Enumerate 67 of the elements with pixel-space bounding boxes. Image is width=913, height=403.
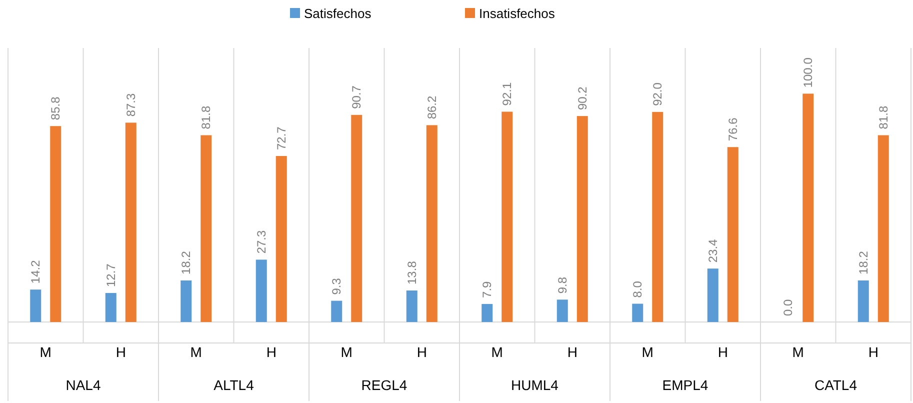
data-label: 92.1 (500, 82, 514, 106)
text: HUML4 (511, 377, 559, 393)
bar (802, 94, 814, 322)
bar (30, 290, 42, 322)
bar (351, 114, 362, 322)
bar (858, 280, 869, 322)
text: ALTL4 (214, 377, 254, 393)
x-tick-label: H (567, 344, 578, 360)
bar (652, 112, 664, 322)
data-label: 14.2 (28, 260, 43, 284)
bar (482, 304, 493, 322)
bar (50, 126, 62, 322)
text: REGL4 (361, 377, 408, 393)
bar (406, 290, 418, 322)
x-tick-label: M (642, 344, 654, 360)
bar (256, 260, 267, 322)
data-label: 81.8 (199, 106, 214, 130)
data-label: 18.2 (856, 250, 870, 274)
bar (105, 293, 116, 322)
bar (331, 300, 342, 322)
x-tick-label: M (190, 344, 202, 360)
data-label: 18.2 (179, 250, 194, 274)
bar (576, 116, 588, 322)
legend-label: Satisfechos (304, 6, 372, 21)
data-label: 86.2 (424, 95, 439, 120)
x-tick-label: M (340, 344, 352, 360)
text: NAL4 (66, 377, 101, 393)
data-label: 92.0 (650, 82, 665, 106)
data-label: 13.8 (404, 260, 419, 284)
bar (556, 300, 568, 322)
data-label: 7.9 (480, 280, 494, 298)
bar (125, 122, 136, 322)
data-label: 9.8 (555, 276, 570, 294)
data-label: 90.7 (350, 85, 364, 109)
bar (426, 125, 438, 322)
bar (632, 304, 644, 322)
data-label: 23.4 (706, 238, 720, 263)
bar (200, 135, 212, 322)
bar (276, 156, 287, 322)
x-tick-label: H (718, 344, 728, 360)
data-label: 0.0 (781, 298, 796, 316)
data-label: 100.0 (801, 57, 816, 88)
legend-label: Insatisfechos (479, 6, 556, 21)
x-tick-label: H (868, 344, 878, 360)
data-label: 72.7 (274, 126, 288, 150)
x-tick-label: H (266, 344, 276, 360)
bar (878, 135, 889, 322)
data-label: 85.8 (48, 96, 63, 120)
text: EMPL4 (662, 377, 708, 393)
bar (707, 268, 718, 322)
data-label: 76.6 (726, 117, 740, 142)
x-tick-label: M (491, 344, 503, 360)
data-label: 81.8 (876, 106, 890, 130)
text: CATL4 (814, 377, 858, 393)
x-tick-label: M (792, 344, 804, 360)
x-tick-label: M (40, 344, 52, 360)
x-tick-label: H (416, 344, 427, 360)
data-label: 87.3 (124, 92, 138, 117)
data-label: 9.3 (330, 278, 344, 295)
bar (727, 147, 738, 322)
bar (180, 280, 192, 322)
data-label: 27.3 (254, 230, 268, 254)
data-label: 8.0 (630, 280, 645, 298)
data-label: 12.7 (104, 263, 118, 287)
bar (502, 112, 513, 322)
x-tick-label: H (116, 344, 126, 360)
data-label: 90.2 (575, 86, 590, 110)
